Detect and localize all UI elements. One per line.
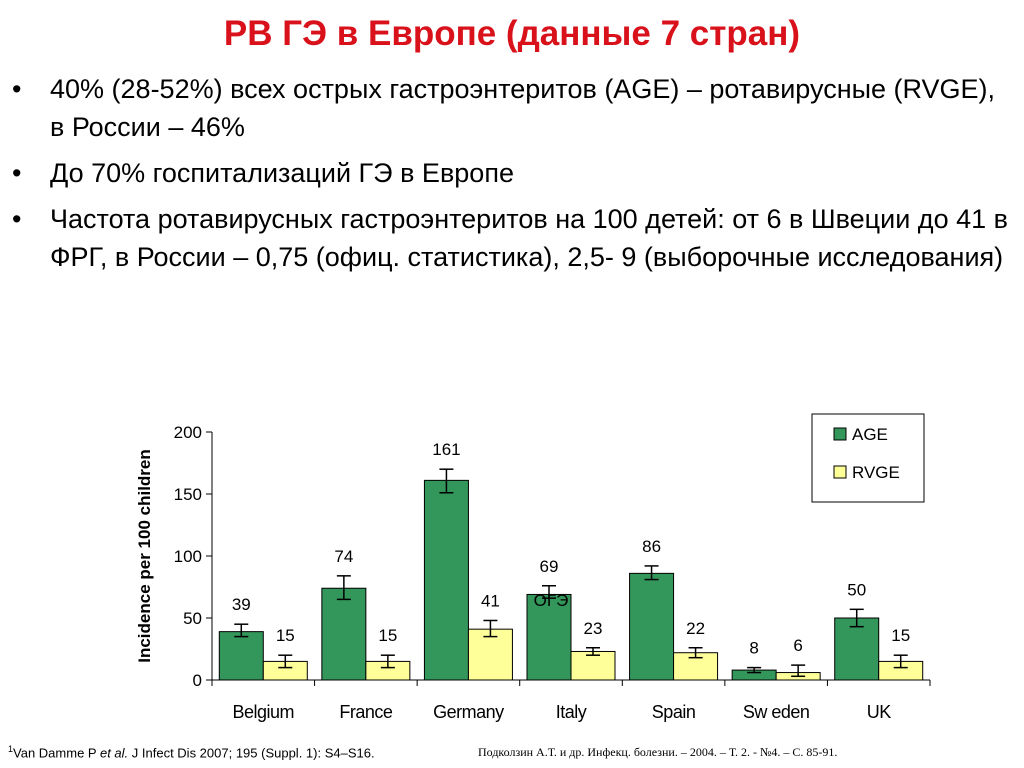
y-tick-label: 50 [183,609,202,628]
data-label: 39 [232,595,251,614]
bullet-list: • 40% (28-52%) всех острых гастроэнтерито… [10,70,1010,284]
slide-title: РВ ГЭ в Европе (данные 7 стран) [223,14,801,53]
footnote-reference: 1Van Damme P et al. J Infect Dis 2007; 1… [8,744,375,760]
x-tick-label: Belgium [233,702,295,722]
bar-age [321,587,367,681]
x-tick-label: UK [867,702,891,722]
bullet-text: 40% (28-52%) всех острых гастроэнтеритов… [50,74,996,142]
legend-swatch-rvge [833,465,847,479]
bullet-glyph: • [12,158,22,188]
bullet-text: До 70% госпитализаций ГЭ в Европе [50,158,514,188]
x-tick-label: Spain [652,702,696,722]
legend-box [811,413,925,503]
bullet-glyph: • [12,204,22,234]
data-label: 41 [481,591,500,610]
footnote-marker: 1 [8,744,14,754]
bar-age [218,631,264,681]
data-label: 15 [891,626,910,645]
bullet-text: Частота ротавирусных гастроэнтеритов на … [50,204,1008,272]
data-label: 6 [793,636,802,655]
y-axis-label: Incidence per 100 children [135,449,154,663]
bullet-item: • До 70% госпитализаций ГЭ в Европе [10,154,1010,192]
footnote-citation: J Infect Dis 2007; 195 (Suppl. 1): S4–S1… [128,745,375,761]
y-tick-label: 200 [174,423,202,442]
y-tick-label: 100 [174,547,202,566]
bar-age [526,593,572,681]
footnote-author: Van Damme P [13,745,100,761]
data-label: 86 [642,537,661,556]
x-tick-label: Italy [556,702,587,722]
x-tick-label: Germany [433,702,504,722]
legend-label: RVGE [852,463,900,482]
bar-age [629,572,675,681]
bar-rvge [570,650,616,681]
legend-label: AGE [852,425,888,444]
bullet-item: • Частота ротавирусных гастроэнтеритов на… [10,200,1010,276]
bullet-item: • 40% (28-52%) всех острых гастроэнтерито… [10,70,1010,146]
footnote-etal: et al. [99,745,129,761]
x-tick-label: France [339,702,393,722]
legend-swatch-age [833,427,847,441]
data-label: 161 [432,440,460,459]
x-tick-label: Sw eden [743,702,810,722]
bullet-glyph: • [12,74,22,104]
y-tick-label: 150 [174,485,202,504]
data-label: 15 [276,626,295,645]
footnote-russian-source: Подколзин А.Т. и др. Инфекц. болезни. – … [478,745,838,759]
data-label: 22 [686,619,705,638]
data-label: 50 [847,580,866,599]
bar-age [423,479,469,681]
data-label: 69 [540,557,559,576]
data-label: 74 [334,547,353,566]
bar-rvge [467,628,513,681]
data-label: 23 [584,619,603,638]
y-tick-label: 0 [193,671,202,690]
annotation-label: ОГЭ [534,591,569,610]
data-label: 15 [378,626,397,645]
data-label: 8 [749,639,758,658]
